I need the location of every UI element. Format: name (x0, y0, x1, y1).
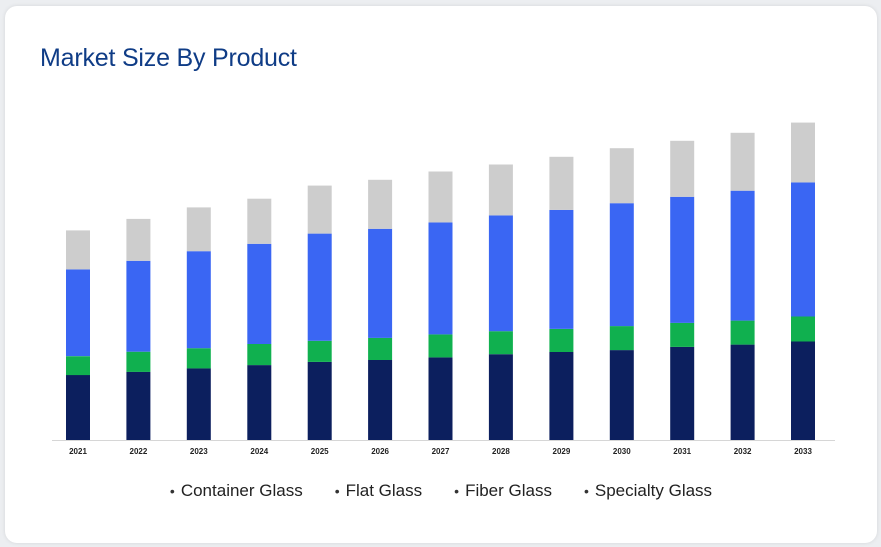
x-tick-label: 2021 (69, 447, 87, 456)
legend-label: Specialty Glass (594, 481, 713, 500)
bar-2031-series-2 (670, 196, 695, 323)
bar-2024-series-2 (247, 243, 272, 344)
bar-2028-series-2 (488, 215, 513, 332)
chart-legend: • Container Glass • Flat Glass • Fiber Glass •… (5, 481, 877, 501)
bar-2030-series-3 (609, 148, 634, 204)
chart-card: Market Size By Product 2021 2022 2023 2024 2… (5, 6, 877, 543)
bar-2030-series-2 (609, 203, 634, 327)
stacked-bar-chart: 2021 2022 2023 2024 2025 2026 2027 2028 2029 2030… (52, 122, 835, 456)
bar-2022-series-1 (126, 351, 151, 372)
legend-item: • Fiber Glass (454, 481, 552, 501)
bar-2029-series-1 (549, 329, 574, 352)
legend-label: Flat Glass (345, 481, 423, 500)
x-tick-label: 2032 (734, 447, 752, 456)
bar-2029-series-3 (549, 156, 574, 210)
bar-2033-series-1 (791, 316, 815, 342)
bar-2028-series-3 (488, 164, 513, 216)
legend-bullet-icon: • (454, 483, 460, 499)
x-tick-label: 2033 (794, 447, 812, 456)
bar-2021-series-2 (66, 269, 90, 357)
legend-label: Fiber Glass (465, 481, 552, 500)
bar-2027-series-3 (428, 171, 453, 223)
bar-2021-series-0 (66, 375, 90, 440)
bar-2030-series-1 (609, 326, 634, 351)
bar-2023-series-1 (186, 348, 211, 369)
bar-2021-series-3 (66, 230, 90, 270)
x-tick-label: 2023 (190, 447, 208, 456)
bar-2033-series-0 (791, 341, 815, 440)
bar-2022-series-0 (126, 371, 151, 440)
bar-2026-series-2 (368, 228, 393, 338)
bar-2029-series-0 (549, 352, 574, 440)
bar-2031-series-1 (670, 322, 695, 347)
bar-2030-series-0 (609, 350, 634, 440)
bar-2033-series-2 (791, 182, 815, 317)
legend-item: • Container Glass (170, 481, 303, 501)
bar-2029-series-2 (549, 209, 574, 329)
bar-2026-series-0 (368, 360, 393, 440)
bar-2025-series-2 (307, 233, 332, 341)
bar-2032-series-3 (730, 132, 755, 191)
bar-2022-series-3 (126, 218, 151, 261)
x-tick-label: 2027 (432, 447, 450, 456)
x-tick-label: 2026 (371, 447, 389, 456)
x-tick-label: 2030 (613, 447, 631, 456)
x-tick-label: 2022 (130, 447, 148, 456)
bar-2026-series-3 (368, 179, 393, 229)
bar-2027-series-1 (428, 334, 453, 358)
bar-2025-series-1 (307, 340, 332, 362)
bar-2031-series-3 (670, 140, 695, 197)
bar-2027-series-2 (428, 222, 453, 335)
bar-2023-series-2 (186, 251, 211, 349)
x-tick-label: 2028 (492, 447, 510, 456)
bar-2032-series-1 (730, 320, 755, 345)
bar-2023-series-0 (186, 368, 211, 440)
bar-2032-series-0 (730, 344, 755, 440)
bar-2026-series-1 (368, 337, 393, 360)
bar-2025-series-0 (307, 361, 332, 440)
bar-2031-series-0 (670, 346, 695, 440)
legend-label: Container Glass (180, 481, 303, 500)
x-tick-label: 2029 (553, 447, 571, 456)
legend-item: • Flat Glass (335, 481, 422, 501)
x-tick-label: 2025 (311, 447, 329, 456)
bar-2025-series-3 (307, 185, 332, 234)
bar-2024-series-3 (247, 198, 272, 244)
bar-2022-series-2 (126, 260, 151, 352)
bar-2032-series-2 (730, 190, 755, 321)
bar-2024-series-1 (247, 344, 272, 366)
legend-bullet-icon: • (334, 483, 340, 499)
legend-item: • Specialty Glass (584, 481, 712, 501)
bar-2033-series-3 (791, 122, 815, 183)
x-tick-label: 2031 (673, 447, 691, 456)
bar-2023-series-3 (186, 207, 211, 252)
bar-2027-series-0 (428, 357, 453, 440)
legend-bullet-icon: • (169, 483, 175, 499)
bar-2028-series-1 (488, 331, 513, 355)
bar-2024-series-0 (247, 365, 272, 440)
legend-bullet-icon: • (583, 483, 589, 499)
x-tick-label: 2024 (250, 447, 268, 456)
bar-2028-series-0 (488, 354, 513, 440)
bar-2021-series-1 (66, 356, 90, 376)
chart-title: Market Size By Product (40, 44, 297, 72)
